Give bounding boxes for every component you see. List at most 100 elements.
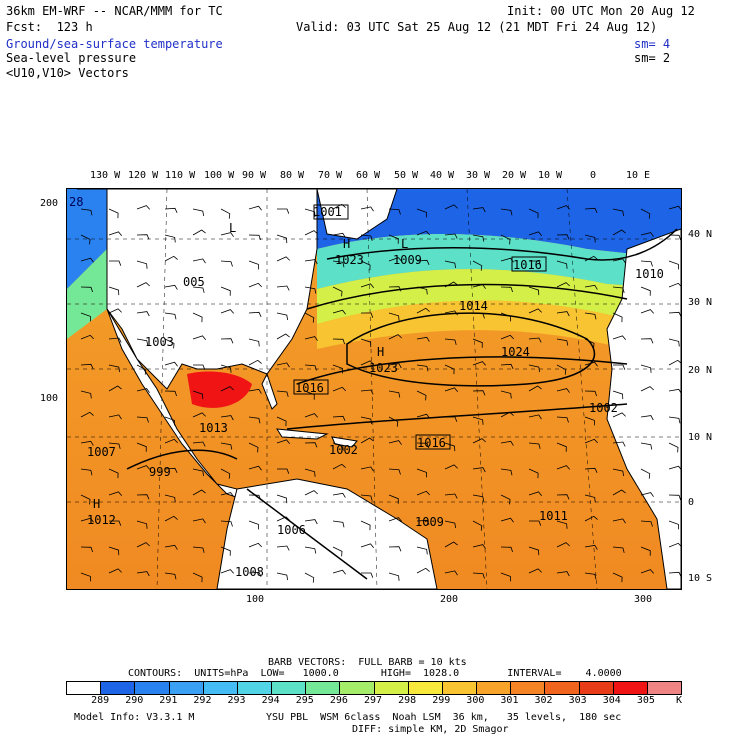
colorbar-value: 299 — [432, 695, 451, 706]
init-time: Init: 00 UTC Mon 20 Aug 12 — [507, 4, 695, 18]
wind-barb — [472, 361, 487, 366]
wind-barb — [668, 465, 681, 471]
mild-water-pacific — [67, 249, 107, 339]
wind-barb — [584, 416, 595, 426]
wind-barb — [556, 494, 570, 500]
wind-barb — [584, 284, 598, 290]
wind-barb — [276, 390, 289, 397]
wind-barb — [304, 230, 318, 236]
colorbar-value: 301 — [500, 695, 519, 706]
wind-barb — [472, 207, 486, 213]
weather-map[interactable]: 28 1001 L H 1023 L 1009 1016 1010 005 10… — [66, 188, 682, 590]
wind-barb — [136, 388, 150, 393]
wind-barb — [164, 416, 175, 426]
colorbar-value: 289 — [91, 695, 110, 706]
wind-barb — [472, 438, 486, 444]
wind-barb — [528, 568, 542, 574]
pressure-label: 1009 — [393, 253, 422, 267]
wind-barb — [248, 465, 262, 471]
wind-barb — [444, 387, 459, 393]
wind-barb — [164, 338, 175, 349]
wind-barb — [668, 205, 681, 211]
wind-barb — [500, 411, 514, 418]
wind-barb — [80, 334, 94, 340]
wind-barb — [108, 286, 120, 296]
wind-barb — [612, 335, 627, 341]
pressure-label: 1010 — [635, 267, 664, 281]
wind-barb — [164, 234, 176, 243]
model-title: 36km EM-WRF -- NCAR/MMM for TC — [6, 4, 223, 18]
wind-barb — [332, 309, 346, 315]
wind-barb — [192, 312, 203, 323]
wind-barb — [416, 336, 430, 342]
wind-barb — [136, 205, 151, 210]
wind-barb — [416, 307, 430, 314]
wind-barb — [668, 388, 681, 394]
wind-barb — [304, 259, 318, 265]
top-axis-label: 20 W — [502, 170, 527, 181]
wind-barb — [164, 255, 178, 262]
wind-barb — [136, 311, 150, 317]
wind-barb — [304, 519, 318, 525]
wind-barb — [584, 467, 598, 473]
wind-barb — [276, 312, 288, 321]
wind-barb — [584, 207, 598, 213]
wind-barb — [612, 489, 626, 496]
colorbar-value: 291 — [159, 695, 178, 706]
pressure-label: 1024 — [501, 345, 530, 359]
temperature-colorbar — [66, 681, 682, 695]
wind-barb — [136, 520, 148, 529]
wind-barb — [276, 234, 288, 244]
colorbar-value: 305 — [636, 695, 655, 706]
pressure-label: 1003 — [145, 335, 174, 349]
wind-barb — [276, 572, 288, 581]
wind-barb — [500, 286, 513, 293]
wind-barb — [388, 257, 403, 262]
barb-legend: BARB VECTORS: FULL BARB = 10 kts — [268, 657, 467, 668]
wind-barb — [108, 442, 121, 449]
wind-barb — [640, 415, 654, 421]
wind-barb — [80, 286, 93, 293]
wind-barb — [444, 338, 457, 345]
pressure-label: 1002 — [589, 401, 618, 415]
wind-barb — [640, 260, 653, 267]
wind-barb — [360, 283, 375, 289]
wind-barb — [360, 360, 374, 366]
wind-barb — [277, 208, 290, 214]
wind-barb — [80, 257, 94, 263]
wind-barb — [361, 312, 374, 318]
right-axis-label: 10 N — [688, 432, 713, 443]
wind-barb — [640, 492, 654, 497]
valid-time: Valid: 03 UTC Sat 25 Aug 12 (21 MDT Fri … — [296, 20, 658, 34]
wind-barb — [416, 259, 430, 265]
pressure-label: 28 — [69, 195, 84, 209]
wind-barb — [416, 364, 429, 372]
wind-barb — [276, 516, 290, 522]
wind-barb — [80, 363, 94, 369]
pressure-label: 1001 — [313, 205, 342, 219]
wind-barb — [388, 494, 399, 504]
wind-barb — [556, 260, 568, 269]
wind-barb — [80, 312, 91, 322]
wind-barb — [584, 234, 596, 243]
wind-barb — [668, 442, 679, 453]
wind-barb — [109, 520, 122, 526]
wind-barb — [612, 312, 623, 323]
africa-europe-land — [606, 228, 681, 589]
wind-barb — [640, 232, 654, 237]
wind-barb — [612, 286, 625, 293]
colorbar-swatch — [374, 682, 409, 694]
wind-barb — [220, 286, 231, 296]
top-axis-label: 130 W — [90, 170, 121, 181]
wind-barb — [584, 438, 598, 444]
wind-barb — [612, 258, 626, 264]
wind-barb — [332, 463, 346, 470]
wind-barb — [80, 468, 93, 476]
florida — [261, 372, 278, 410]
wind-barb — [332, 286, 343, 297]
wind-barb — [668, 260, 679, 270]
wind-barb — [472, 520, 483, 531]
wind-barb — [528, 546, 540, 556]
wind-barb — [248, 520, 259, 530]
wind-barb — [220, 364, 232, 373]
